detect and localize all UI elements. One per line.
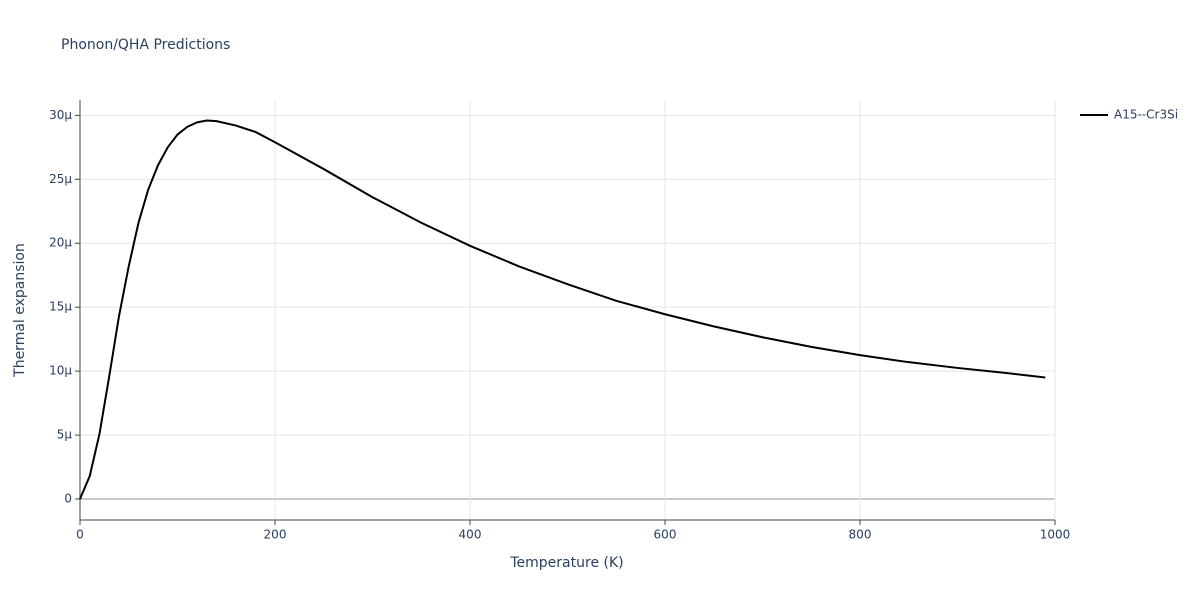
x-axis-label: Temperature (K) <box>509 555 623 571</box>
y-tick-label: 25µ <box>49 172 72 186</box>
y-tick-label: 10µ <box>49 364 72 378</box>
y-tick-label: 30µ <box>49 108 72 122</box>
x-tick-label: 0 <box>76 528 84 542</box>
y-tick-label: 5µ <box>57 428 73 442</box>
legend-label: A15--Cr3Si <box>1114 108 1178 122</box>
x-tick-label: 800 <box>849 528 872 542</box>
line <box>79 119 1046 500</box>
chart-title: Phonon/QHA Predictions <box>61 37 230 53</box>
x-tick-label: 200 <box>264 528 287 542</box>
x-tick-label: 600 <box>654 528 677 542</box>
x-tick-label: 400 <box>459 528 482 542</box>
y-tick-label: 20µ <box>49 236 72 250</box>
y-axis-label: Thermal expansion <box>12 243 28 378</box>
y-tick-label: 0 <box>64 492 72 506</box>
y-tick-label: 15µ <box>49 300 72 314</box>
x-tick-label: 1000 <box>1040 528 1071 542</box>
